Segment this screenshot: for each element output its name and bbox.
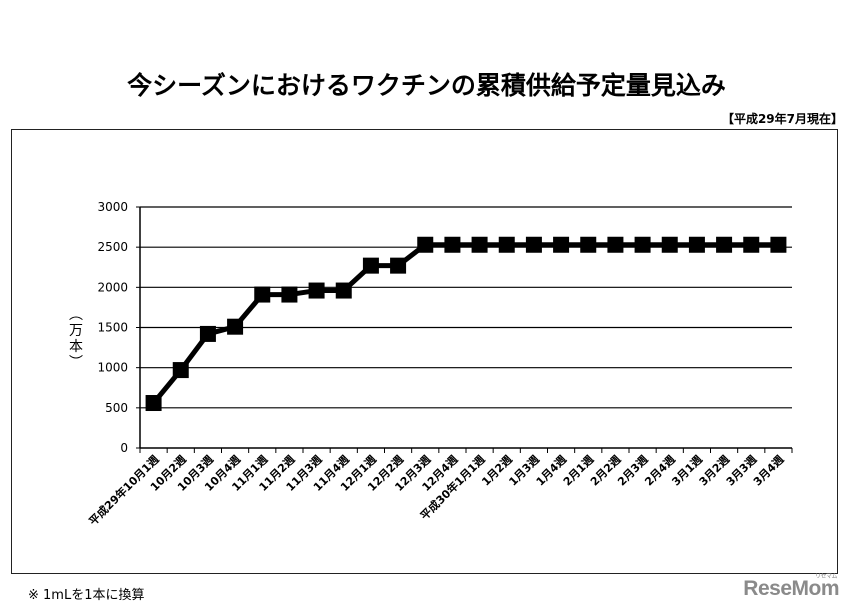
as-of-date: 【平成29年7月現在】 (721, 112, 843, 126)
x-tick-label: 平成29年10月1週 (86, 452, 162, 528)
data-point-marker (417, 236, 434, 253)
data-point-marker (634, 236, 651, 253)
chart-title: 今シーズンにおけるワクチンの累積供給予定量見込み (127, 71, 726, 100)
data-point-marker (743, 236, 760, 253)
y-tick-label: 1000 (97, 361, 128, 375)
data-point-marker (498, 236, 515, 253)
logo-kana: リセマム (814, 574, 838, 580)
data-series (145, 236, 787, 412)
data-point-marker (172, 362, 189, 379)
data-point-marker (227, 318, 244, 335)
data-point-marker (281, 286, 298, 303)
y-tick-label: 0 (120, 441, 128, 455)
data-point-marker (661, 236, 678, 253)
data-point-marker (580, 236, 597, 253)
data-point-marker (688, 236, 705, 253)
data-point-marker (444, 236, 461, 253)
y-tick-label: 2500 (97, 240, 128, 254)
y-axis-ticks: 0 500 1000 1500 2000 2500 3000 (97, 200, 140, 455)
x-tick-label: 3月4週 (750, 452, 786, 488)
data-point-marker (607, 236, 624, 253)
data-point-marker (770, 236, 787, 253)
chart-frame (11, 129, 838, 574)
data-point-marker (335, 282, 352, 299)
data-point-marker (553, 236, 570, 253)
resemom-logo: ReseMom リセマム (743, 574, 839, 601)
data-point-marker (199, 325, 216, 342)
footnote: ※ 1mLを1本に換算 (28, 588, 145, 603)
series-line (151, 242, 779, 405)
data-point-marker (716, 236, 733, 253)
data-point-marker (254, 286, 271, 303)
data-point-marker (471, 236, 488, 253)
y-tick-label: 500 (105, 401, 128, 415)
data-point-marker (308, 282, 325, 299)
data-point-marker (525, 236, 542, 253)
y-axis-label: ︵ 万本 ︶ (69, 307, 83, 371)
data-point-marker (145, 395, 162, 412)
data-point-marker (362, 257, 379, 274)
y-tick-label: 3000 (97, 200, 128, 214)
logo-text: ReseMom (743, 577, 839, 600)
data-point-marker (390, 257, 407, 274)
y-tick-label: 2000 (97, 280, 128, 294)
gridlines (140, 206, 792, 409)
y-tick-label: 1500 (97, 321, 128, 335)
